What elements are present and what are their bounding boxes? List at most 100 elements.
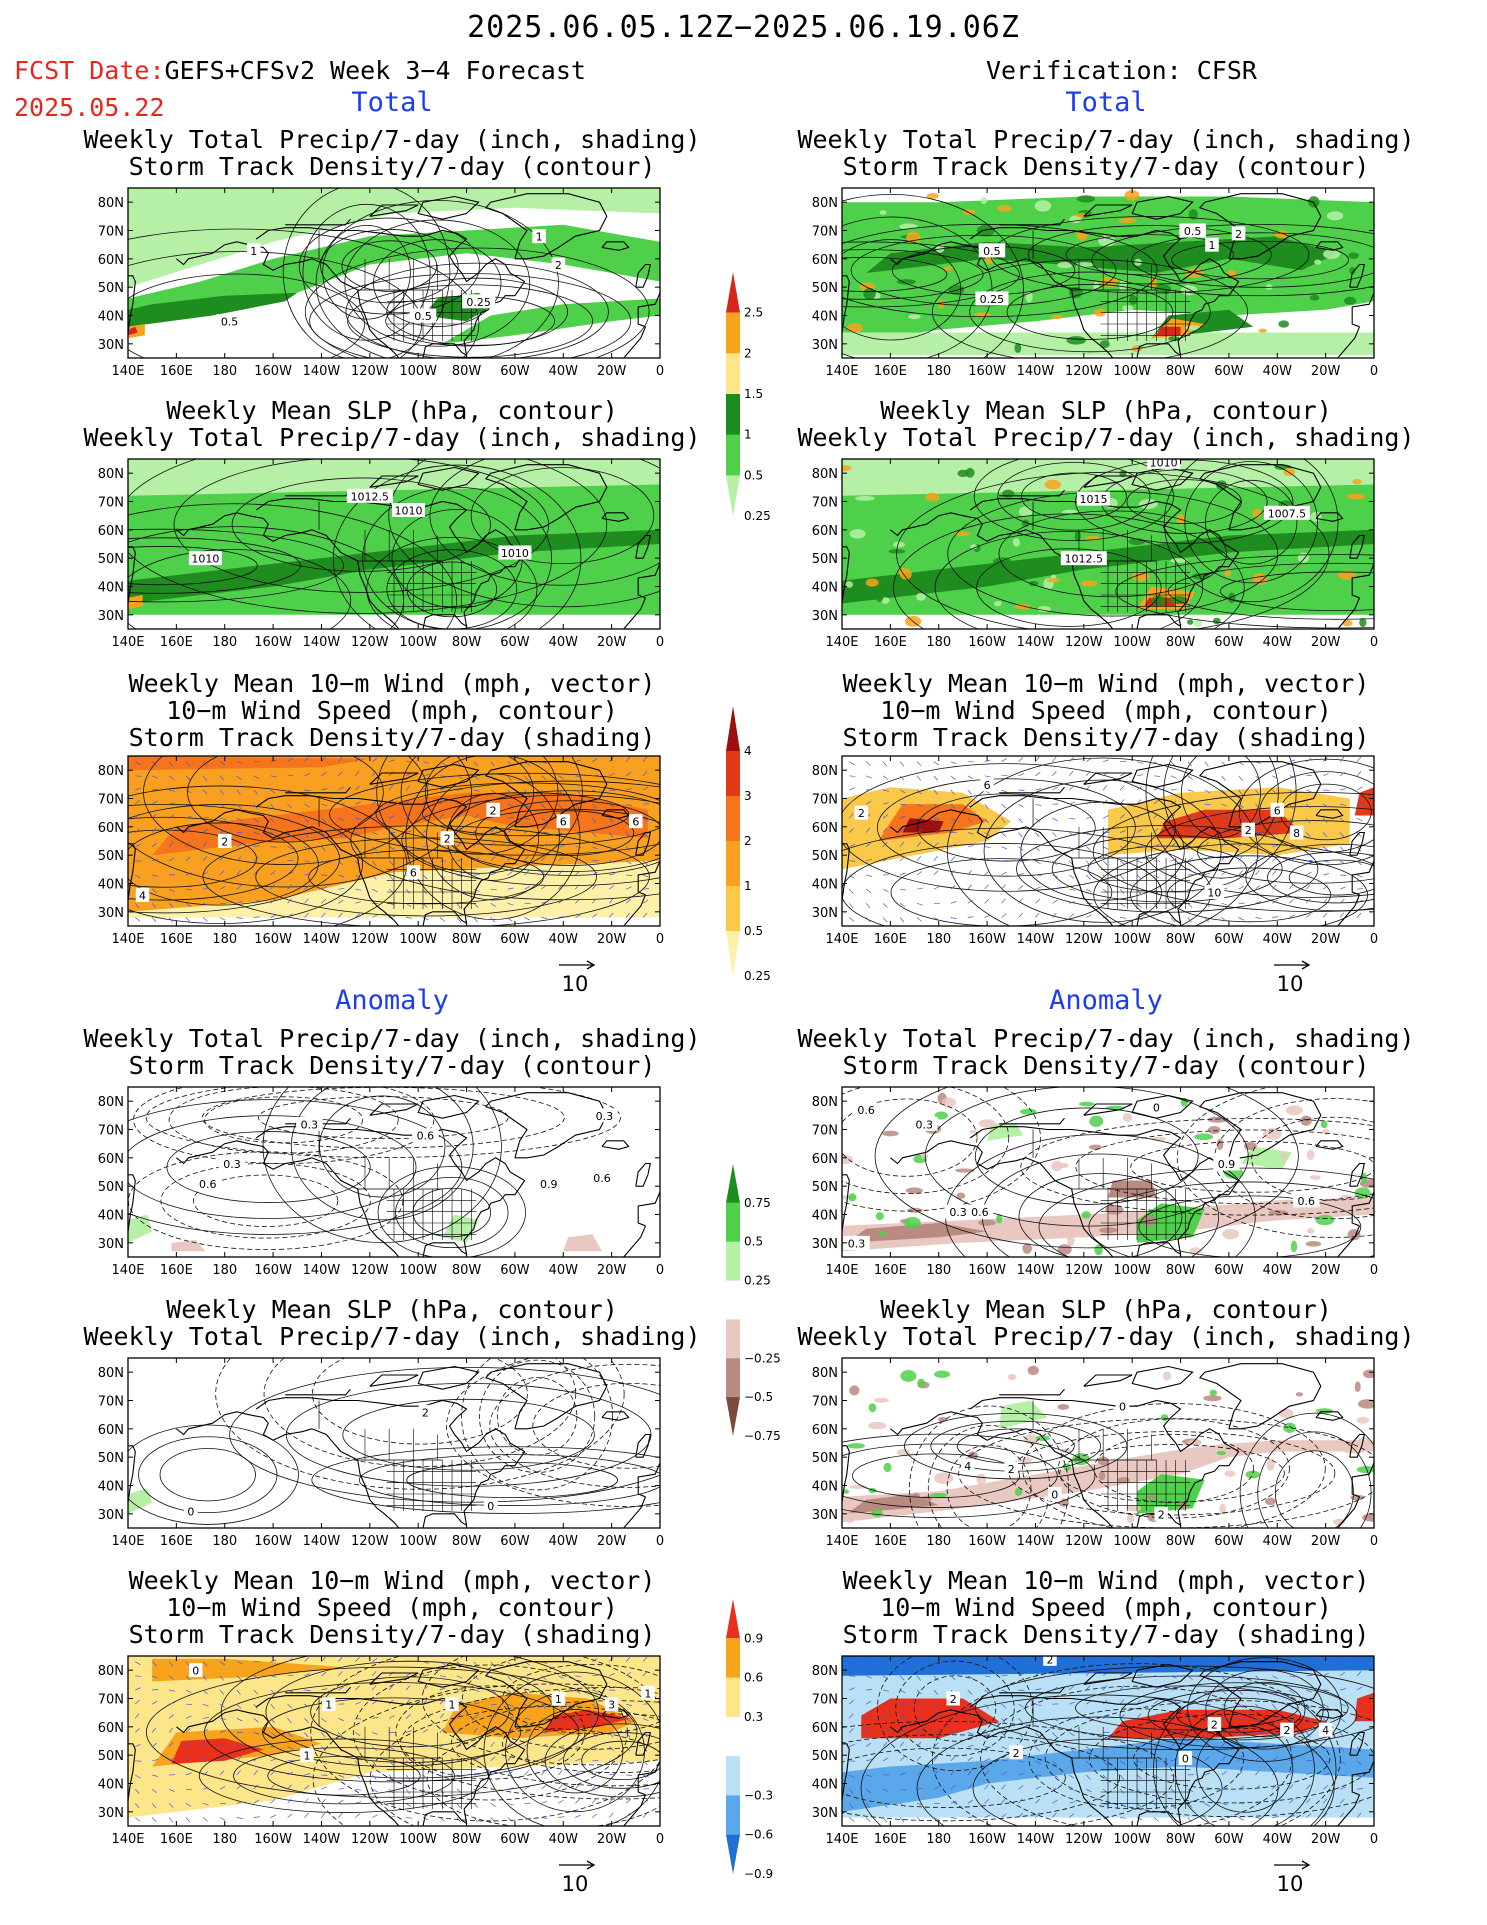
lon-tick-label: 40W — [1263, 1263, 1293, 1278]
svg-text:0.6: 0.6 — [593, 1172, 611, 1185]
svg-text:0: 0 — [1182, 1753, 1189, 1766]
svg-text:1: 1 — [536, 231, 543, 244]
lon-tick-label: 140W — [303, 932, 341, 947]
svg-text:2: 2 — [422, 1406, 429, 1419]
lon-tick-label: 0 — [1370, 932, 1378, 947]
lon-tick-label: 160E — [874, 932, 907, 947]
contour-label: 0.6 — [194, 1176, 222, 1191]
lon-tick-label: 80W — [1166, 932, 1196, 947]
lat-tick-label: 70N — [812, 496, 838, 511]
svg-text:0.3: 0.3 — [596, 1110, 614, 1123]
colorbar-label: −0.5 — [744, 1390, 773, 1404]
colorbar-swatch — [726, 1795, 740, 1836]
colorbar-swatch — [726, 475, 740, 516]
contour-label: 1010 — [392, 503, 426, 518]
lon-tick-label: 180 — [926, 1263, 951, 1278]
contour-label: 1 — [445, 1697, 459, 1712]
lon-tick-label: 160W — [254, 1263, 292, 1278]
lat-tick-label: 30N — [812, 1508, 838, 1523]
lon-tick-label: 40W — [1263, 635, 1293, 650]
contour-label: 2 — [1241, 822, 1256, 837]
lon-tick-label: 160W — [968, 364, 1006, 379]
lon-tick-label: 160E — [160, 1534, 193, 1549]
contour-label: 2 — [418, 1404, 433, 1419]
contour-label: 4 — [960, 1458, 975, 1473]
lat-tick-label: 60N — [98, 1423, 124, 1438]
svg-text:0.3: 0.3 — [915, 1118, 933, 1131]
contour-label: 0.3 — [591, 1108, 618, 1123]
section-anomaly-right: Anomaly — [1049, 985, 1163, 1016]
lon-tick-label: 100W — [1113, 635, 1151, 650]
lon-tick-label: 140W — [1017, 1534, 1055, 1549]
contour-label: 10 — [1204, 885, 1225, 900]
lon-tick-label: 20W — [1311, 1832, 1341, 1847]
lon-tick-label: 0 — [656, 932, 664, 947]
colorbar-label: 0.5 — [744, 468, 763, 482]
lon-tick-label: 140E — [111, 1534, 144, 1549]
contour-label: 6 — [556, 814, 571, 829]
colorbar-swatch — [726, 272, 740, 313]
lon-tick-label: 60W — [1214, 932, 1244, 947]
contour-label: 0.25 — [462, 294, 496, 309]
vector-reference-anom-verification: 10 — [1274, 1860, 1311, 1896]
colorbar-swatch — [726, 1599, 740, 1639]
lon-tick-label: 60W — [1214, 1534, 1244, 1549]
lat-tick-label: 60N — [98, 524, 124, 539]
lat-tick-label: 30N — [812, 609, 838, 624]
lon-tick-label: 20W — [597, 1534, 627, 1549]
svg-text:0.25: 0.25 — [466, 296, 491, 309]
lon-tick-label: 100W — [399, 364, 437, 379]
lon-tick-label: 160W — [968, 932, 1006, 947]
lon-tick-label: 140E — [111, 1832, 144, 1847]
lon-tick-label: 180 — [926, 635, 951, 650]
section-anomaly-left: Anomaly — [335, 985, 449, 1016]
lon-tick-label: 0 — [656, 1534, 664, 1549]
colorbar-swatch — [726, 1164, 740, 1203]
svg-text:0.6: 0.6 — [857, 1104, 875, 1117]
lat-tick-label: 80N — [812, 1095, 838, 1110]
map-total-slp-verification: 1010 1015 1007.5 1012.5 80N 70N 60N 50N 40N 30N 14… — [812, 456, 1378, 650]
contour-label: 0 — [1149, 1099, 1164, 1114]
lon-tick-label: 120W — [1065, 364, 1103, 379]
lon-tick-label: 20W — [597, 1832, 627, 1847]
lat-tick-label: 50N — [98, 1180, 124, 1195]
svg-text:1010: 1010 — [1150, 456, 1178, 469]
lon-tick-label: 100W — [399, 932, 437, 947]
lon-tick-label: 180 — [212, 1832, 237, 1847]
svg-text:0.9: 0.9 — [540, 1178, 558, 1191]
lat-tick-label: 40N — [98, 1480, 124, 1495]
colorbar-label: 2.5 — [744, 306, 763, 320]
contour-label: 0 — [1048, 1487, 1062, 1502]
fcst-model: GEFS+CFSv2 Week 3−4 Forecast — [164, 56, 586, 85]
contour-label: 3 — [604, 1697, 619, 1712]
lat-tick-label: 80N — [812, 196, 838, 211]
contour-label: 2 — [1154, 1506, 1168, 1521]
lon-tick-label: 20W — [1311, 932, 1341, 947]
lon-tick-label: 180 — [212, 635, 237, 650]
colorbar-label: −0.25 — [744, 1351, 781, 1365]
lon-tick-label: 160W — [968, 1263, 1006, 1278]
forecast-header: FCST Date:GEFS+CFSv2 Week 3−4 Forecast — [14, 56, 586, 85]
svg-text:0.5: 0.5 — [983, 245, 1001, 258]
lat-tick-label: 80N — [98, 1366, 124, 1381]
svg-text:2: 2 — [1046, 1653, 1053, 1666]
lat-tick-label: 30N — [98, 906, 124, 921]
contour-label: 0.3 — [944, 1204, 972, 1219]
svg-text:0.25: 0.25 — [980, 293, 1005, 306]
lon-tick-label: 160E — [160, 1832, 193, 1847]
svg-text:1012.5: 1012.5 — [351, 490, 390, 503]
lon-tick-label: 120W — [351, 635, 389, 650]
colorbar-label: 0.5 — [744, 924, 763, 938]
lon-tick-label: 60W — [500, 1263, 530, 1278]
lat-tick-label: 60N — [812, 821, 838, 836]
svg-text:4: 4 — [964, 1460, 971, 1473]
svg-text:1015: 1015 — [1079, 493, 1107, 506]
lon-tick-label: 40W — [549, 364, 579, 379]
lon-tick-label: 40W — [1263, 932, 1293, 947]
lon-tick-label: 160E — [160, 932, 193, 947]
colorbar-label: 0.25 — [744, 1274, 771, 1288]
svg-text:1007.5: 1007.5 — [1268, 507, 1307, 520]
vector-reference-anom-forecast: 10 — [559, 1860, 596, 1896]
lat-tick-label: 40N — [98, 1778, 124, 1793]
contour-label: 1012.5 — [346, 488, 393, 503]
